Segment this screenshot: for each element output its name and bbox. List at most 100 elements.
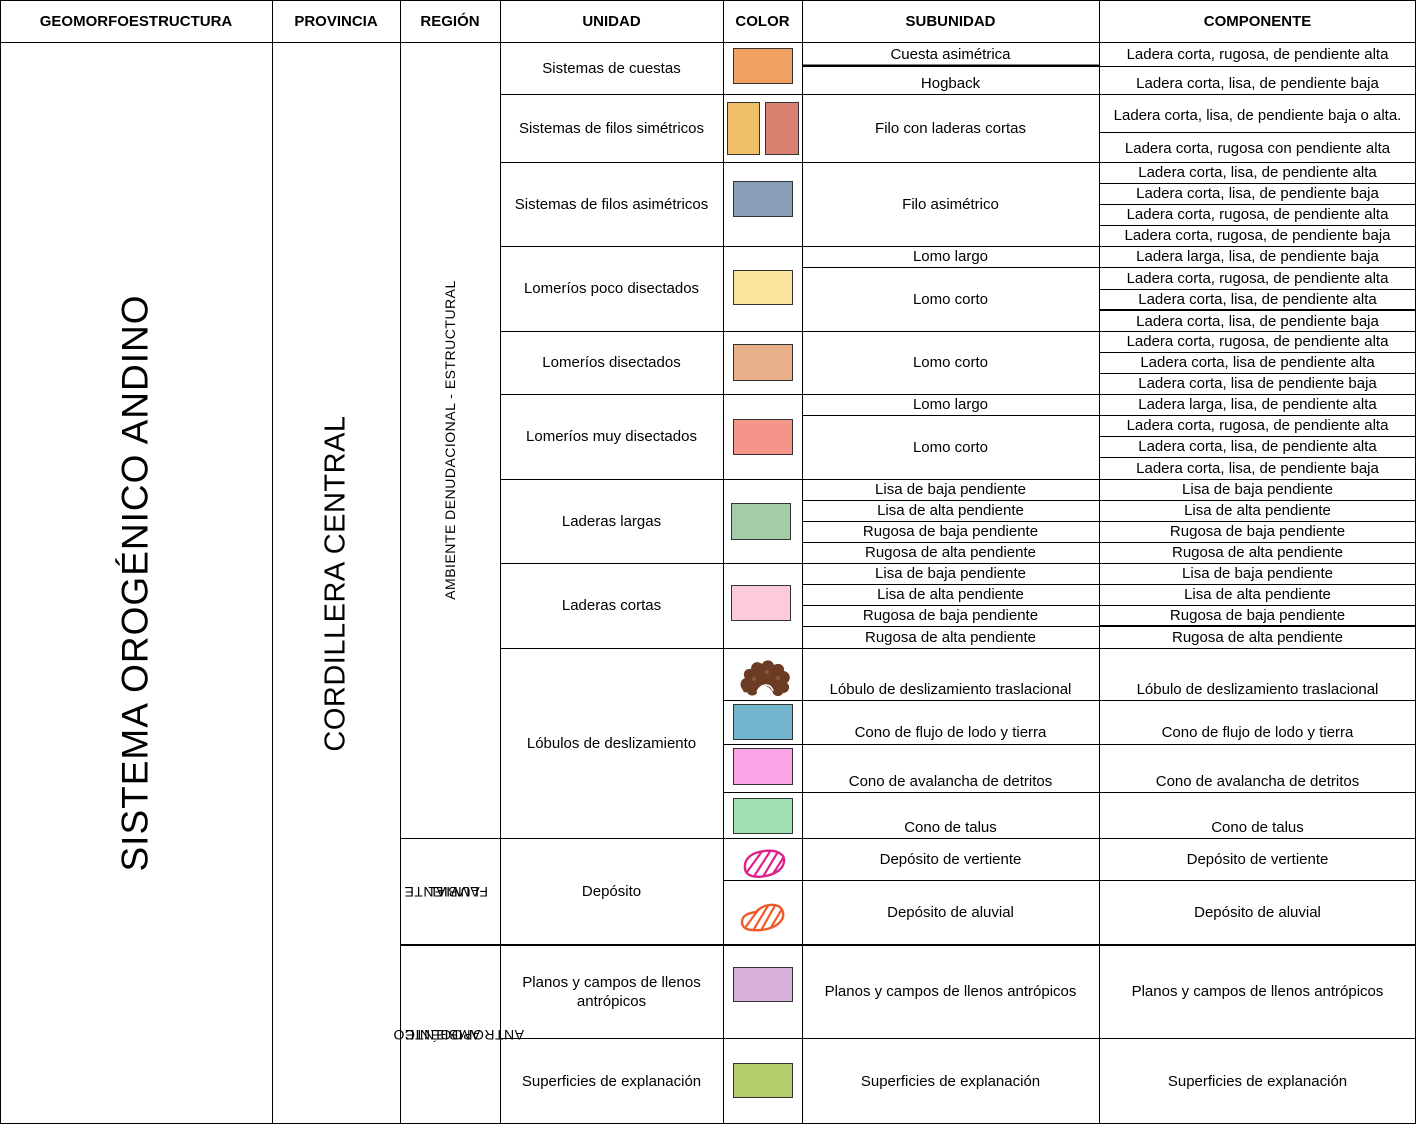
subunidad-lomo-largo-1: Lomo largo <box>912 248 989 265</box>
componente-row-11: Ladera corta, lisa, de pendiente alta <box>1138 291 1377 308</box>
componente-row-19: Ladera corta, lisa, de pendiente baja <box>1136 460 1379 477</box>
componente-row-21: Lisa de alta pendiente <box>1184 502 1331 519</box>
swatch-lomerios-poco-disectados <box>733 270 793 305</box>
header-geomorfoestructura: GEOMORFOESTRUCTURA <box>39 12 233 30</box>
subunidad-filo-asimetrico: Filo asimétrico <box>902 195 999 213</box>
swatch-filos-asimetricos <box>733 181 793 217</box>
swatch-explanacion <box>733 1063 793 1098</box>
componente-row-28: Lóbulo de deslizamiento traslacional <box>1136 681 1379 698</box>
componente-row-4: Ladera corta, rugosa con pendiente alta <box>1124 139 1391 157</box>
hatched-blob-orange-icon <box>740 903 785 932</box>
subunidad-lomo-corto-2: Lomo corto <box>912 354 989 371</box>
componente-row-12: Ladera corta, lisa, de pendiente baja <box>1136 313 1379 330</box>
unidad-deposito: Depósito <box>581 883 642 900</box>
region-fluvial-label: AMBIENTE FLUVIAL <box>404 883 489 900</box>
unidad-filos-asimetricos: Sistemas de filos asimétricos <box>514 195 709 213</box>
header-unidad: UNIDAD <box>582 12 641 30</box>
componente-row-26: Rugosa de baja pendiente <box>1169 607 1346 624</box>
componente-row-34: Planos y campos de llenos antrópicos <box>1131 983 1384 1000</box>
unidad-laderas-largas: Laderas largas <box>561 512 662 530</box>
unidad-lomerios-poco-disectados: Lomeríos poco disectados <box>523 280 700 297</box>
subunidad-explanacion: Superficies de explanación <box>860 1072 1041 1090</box>
unidad-superficies-de-explanacion: Superficies de explanación <box>521 1072 702 1090</box>
swatch-laderas-largas <box>731 503 791 540</box>
componente-row-14: Ladera corta, lisa de pendiente alta <box>1140 354 1375 371</box>
subunidad-lobulo-traslacional: Lóbulo de deslizamiento traslacional <box>829 681 1072 698</box>
componente-row-6: Ladera corta, lisa, de pendiente baja <box>1136 185 1379 202</box>
subunidad-lisa-alta-1: Lisa de alta pendiente <box>877 502 1024 519</box>
componente-row-35: Superficies de explanación <box>1167 1072 1348 1090</box>
region-denudacional-label: AMBIENTE DENUDACIONAL - ESTRUCTURAL <box>442 280 459 600</box>
hatched-blob-magenta-icon <box>743 849 786 878</box>
componente-row-24: Lisa de baja pendiente <box>1182 565 1333 582</box>
componente-row-8: Ladera corta, rugosa, de pendiente baja <box>1124 227 1391 244</box>
componente-row-25: Lisa de alta pendiente <box>1184 586 1331 603</box>
provincia-label: CORDILLERA CENTRAL <box>319 414 352 752</box>
subunidad-lomo-largo-2: Lomo largo <box>912 396 989 413</box>
componente-row-16: Ladera larga, lisa, de pendiente alta <box>1138 396 1377 413</box>
componente-row-20: Lisa de baja pendiente <box>1182 481 1333 498</box>
unidad-lomerios-disectados: Lomeríos disectados <box>542 354 681 371</box>
swatch-laderas-cortas <box>731 585 791 621</box>
header-region: REGIÓN <box>420 12 480 30</box>
geomorfoestructura-label: SISTEMA OROGÉNICO ANDINO <box>115 294 156 872</box>
unidad-llenos-antropicos: Planos y campos de llenos antrópicos <box>522 973 701 1010</box>
componente-row-30: Cono de avalancha de detritos <box>1155 773 1360 790</box>
subunidad-rugosa-alta-1: Rugosa de alta pendiente <box>865 544 1036 561</box>
componente-row-10: Ladera corta, rugosa, de pendiente alta <box>1126 269 1389 287</box>
unidad-filos-simetricos: Sistemas de filos simétricos <box>518 119 705 137</box>
subunidad-deposito-aluvial: Depósito de aluvial <box>887 904 1014 921</box>
componente-row-29: Cono de flujo de lodo y tierra <box>1161 724 1354 741</box>
subunidad-cono-flujo-lodo: Cono de flujo de lodo y tierra <box>854 724 1047 741</box>
region-antropogenico-label: AMBIENTE ANTROPOGÉNICO <box>392 1026 524 1043</box>
componente-row-22: Rugosa de baja pendiente <box>1169 523 1346 540</box>
subunidad-cono-talus: Cono de talus <box>904 819 997 836</box>
subunidad-cono-avalancha: Cono de avalancha de detritos <box>848 773 1053 790</box>
componente-row-27: Rugosa de alta pendiente <box>1172 629 1343 646</box>
subunidad-hogback: Hogback <box>920 75 981 92</box>
componente-row-17: Ladera corta, rugosa, de pendiente alta <box>1126 417 1389 434</box>
subunidad-filo-laderas-cortas: Filo con laderas cortas <box>875 119 1026 137</box>
unidad-lomerios-muy-disectados: Lomeríos muy disectados <box>526 428 697 445</box>
componente-row-5: Ladera corta, lisa, de pendiente alta <box>1138 164 1377 181</box>
subunidad-lisa-baja-1: Lisa de baja pendiente <box>875 481 1026 498</box>
unidad-sistemas-de-cuestas: Sistemas de cuestas <box>542 59 681 77</box>
subunidad-lomo-corto-3: Lomo corto <box>912 438 989 456</box>
subunidad-rugosa-alta-2: Rugosa de alta pendiente <box>865 629 1036 646</box>
componente-row-31: Cono de talus <box>1211 819 1304 836</box>
swatch-lomerios-disectados <box>733 344 793 381</box>
componente-row-9: Ladera larga, lisa, de pendiente baja <box>1136 248 1379 265</box>
header-componente: COMPONENTE <box>1203 12 1312 30</box>
componente-row-15: Ladera corta, lisa de pendiente baja <box>1138 375 1377 392</box>
componente-row-1: Ladera corta, rugosa, de pendiente alta <box>1126 45 1389 63</box>
swatch-cuestas <box>733 48 793 84</box>
componente-row-7: Ladera corta, rugosa, de pendiente alta <box>1126 206 1389 223</box>
swatch-cono-talus <box>733 798 793 834</box>
componente-row-18: Ladera corta, lisa, de pendiente alta <box>1138 438 1377 455</box>
componente-row-33: Depósito de aluvial <box>1194 904 1321 921</box>
subunidad-llenos-antropicos: Planos y campos de llenos antrópicos <box>824 983 1077 1000</box>
componente-row-13: Ladera corta, rugosa, de pendiente alta <box>1126 333 1389 350</box>
componente-row-23: Rugosa de alta pendiente <box>1172 544 1343 561</box>
swatch-filos-simetricos-b <box>765 102 799 155</box>
componente-row-3: Ladera corta, lisa, de pendiente baja o … <box>1113 106 1402 124</box>
unidad-laderas-cortas: Laderas cortas <box>561 597 662 614</box>
swatch-avalancha-detritos <box>733 748 793 785</box>
subunidad-lisa-alta-2: Lisa de alta pendiente <box>877 586 1024 603</box>
header-color: COLOR <box>735 12 790 30</box>
componente-row-2: Ladera corta, lisa, de pendiente baja <box>1136 75 1379 92</box>
header-provincia: PROVINCIA <box>294 12 378 30</box>
componente-row-32: Depósito de vertiente <box>1186 850 1329 868</box>
swatch-llenos-antropicos <box>733 967 793 1002</box>
swatch-filos-simetricos-a <box>727 102 760 155</box>
landslide-lobe-icon <box>740 660 790 696</box>
subunidad-lomo-corto-1: Lomo corto <box>912 290 989 308</box>
subunidad-rugosa-baja-1: Rugosa de baja pendiente <box>862 523 1039 540</box>
unidad-lobulos-de-deslizamiento: Lóbulos de deslizamiento <box>526 734 697 752</box>
subunidad-deposito-vertiente: Depósito de vertiente <box>879 850 1022 868</box>
header-subunidad: SUBUNIDAD <box>905 12 996 30</box>
subunidad-cuesta-asimetrica: Cuesta asimétrica <box>890 45 1011 63</box>
subunidad-rugosa-baja-2: Rugosa de baja pendiente <box>862 607 1039 624</box>
